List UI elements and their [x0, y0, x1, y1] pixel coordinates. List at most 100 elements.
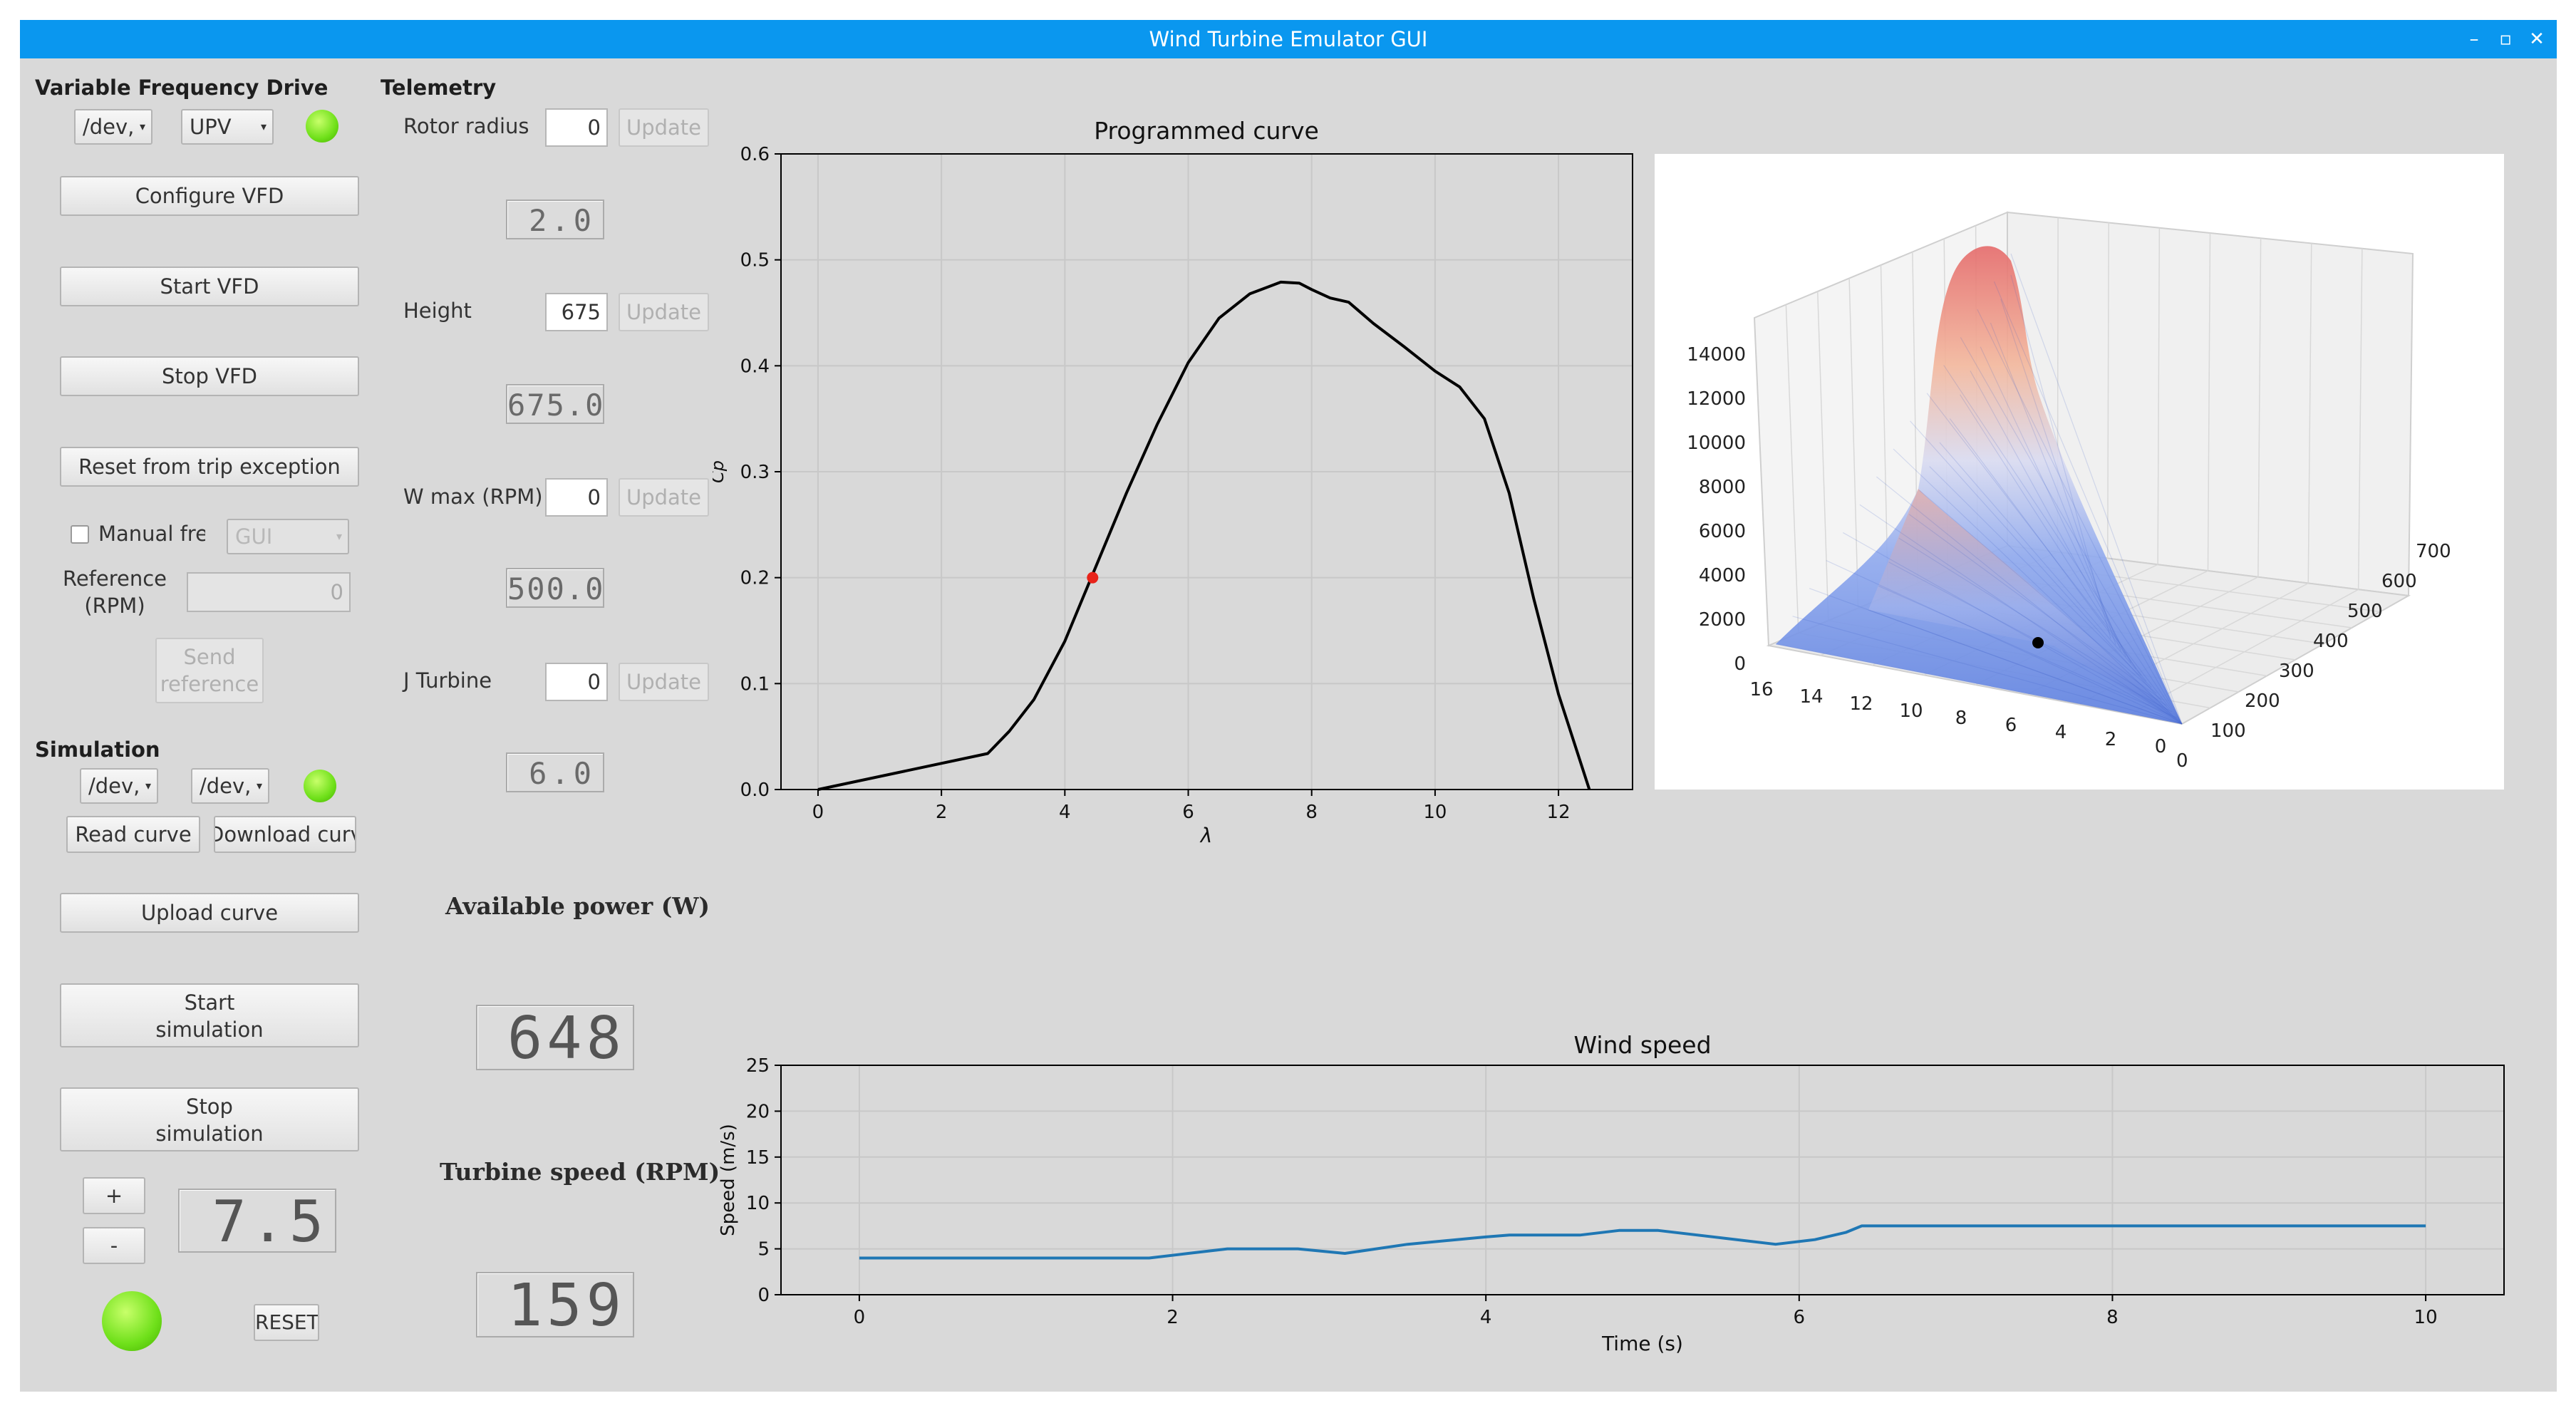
manual-source-select[interactable]: GUI ▾: [227, 519, 349, 554]
sim-status-led: [304, 770, 336, 802]
surface-mesh-line: [1876, 476, 2183, 725]
surface-x-tick-label: 12: [1849, 693, 1873, 715]
vfd-port-value: /dev,: [83, 115, 135, 139]
surface-z-tick-label: 14000: [1687, 344, 1746, 366]
chevron-down-icon: ▾: [256, 779, 262, 792]
rotor-radius-display: 2.0: [506, 200, 604, 239]
surface-mesh-line: [1809, 588, 2183, 725]
sim-port-b-select[interactable]: /dev, ▾: [191, 768, 269, 804]
turbine-speed-display: 159: [476, 1272, 634, 1339]
surface-pane-gridline: [2107, 222, 2109, 559]
vfd-port-select[interactable]: /dev, ▾: [74, 109, 152, 145]
wind-speed-chart: 0 2 4 6 8 10 0 5 10 15 20 25 Wind speed Time (s) Sp…: [718, 1031, 2505, 1355]
start-vfd-button[interactable]: Start VFD: [60, 266, 359, 306]
programmed-curve-xtick-label: 2: [936, 802, 948, 823]
programmed-curve-series: [817, 280, 1591, 791]
close-icon[interactable]: ✕: [2529, 29, 2545, 50]
wind-speed-xtick-label: 8: [2106, 1307, 2119, 1328]
surface-pane-gridline: [1817, 291, 1829, 621]
download-curve-button[interactable]: Download curve: [214, 816, 356, 853]
reset-trip-button[interactable]: Reset from trip exception: [60, 447, 359, 487]
reset-button[interactable]: RESET: [254, 1304, 319, 1341]
upload-curve-button[interactable]: Upload curve: [60, 893, 359, 933]
surface-mesh-line: [1919, 490, 2157, 694]
stop-simulation-button[interactable]: Stop simulation: [60, 1087, 359, 1152]
configure-vfd-button[interactable]: Configure VFD: [60, 176, 359, 216]
window-title: Wind Turbine Emulator GUI: [1149, 27, 1428, 51]
surface-x-tick-label: 16: [1749, 679, 1773, 700]
surface-mesh-shade: [1868, 489, 2182, 724]
height-input[interactable]: 675: [545, 293, 608, 331]
surface-operating-point: [2032, 637, 2044, 648]
surface-pane-gridline: [2130, 589, 2359, 715]
surface-y-tick-label: 500: [2347, 601, 2383, 622]
wind-speed-ytick-label: 20: [746, 1101, 770, 1122]
height-update-button[interactable]: Update: [619, 293, 709, 331]
surface-pane-gridline: [2257, 238, 2262, 577]
sim-port-a-value: /dev,: [88, 774, 140, 798]
w-max-update-button[interactable]: Update: [619, 478, 709, 517]
wind-speed-xlabel: Time (s): [1601, 1332, 1683, 1355]
programmed-curve-ylabel: Cp: [713, 460, 728, 483]
vfd-protocol-select[interactable]: UPV ▾: [181, 109, 274, 145]
rotor-radius-input[interactable]: 0: [545, 108, 608, 147]
sim-port-a-select[interactable]: /dev, ▾: [80, 768, 158, 804]
surface-mesh-line: [1826, 560, 2183, 725]
surface-mesh-line: [1990, 322, 2121, 651]
wind-speed-ytick-label: 15: [746, 1147, 770, 1169]
surface-mesh-line: [1977, 309, 2183, 725]
reference-input[interactable]: 0: [187, 572, 351, 612]
programmed-curve-ytick-label: 0.6: [740, 144, 770, 165]
programmed-curve-ticks: 0 2 4 6 8 10 12 0.0 0.1 0.2 0.3 0.4 0.5 0.6: [740, 144, 1571, 823]
surface-pane-gridline: [2357, 248, 2363, 590]
programmed-curve-xtick-label: 0: [812, 802, 824, 823]
read-curve-button[interactable]: Read curve: [66, 816, 200, 853]
maximize-icon[interactable]: ▫: [2499, 29, 2512, 50]
surface-x-tick-label: 10: [1899, 700, 1923, 722]
surface-mesh-line: [1970, 370, 2132, 663]
send-reference-button[interactable]: Send reference: [155, 638, 264, 703]
w-max-input[interactable]: 0: [545, 478, 608, 517]
surface-pane-gridline: [1848, 278, 1859, 609]
surface-mesh-line: [1893, 448, 2183, 725]
available-power-title: Available power (W): [445, 892, 710, 920]
wind-speed-series-line: [859, 1224, 2426, 1260]
programmed-curve-xtick-label: 12: [1547, 802, 1571, 823]
wind-speed-ylabel: Speed (m/s): [718, 1124, 739, 1236]
title-bar: Wind Turbine Emulator GUI – ▫ ✕: [20, 20, 2557, 58]
surface-y-tick-label: 700: [2416, 541, 2451, 562]
surface-y-tick-label: 0: [2176, 750, 2188, 772]
surface-mesh-line: [1792, 616, 2183, 725]
surface-y-tick-label: 100: [2210, 720, 2246, 742]
rotor-radius-label: Rotor radius: [403, 114, 529, 138]
j-turbine-update-button[interactable]: Update: [619, 663, 709, 701]
surface-mesh-line: [1908, 514, 2162, 700]
programmed-curve-series-line: [817, 280, 1591, 791]
j-turbine-input[interactable]: 0: [545, 663, 608, 701]
surface-mesh-line: [1960, 394, 2137, 670]
surface-x-tick-label: 4: [2055, 722, 2067, 743]
j-turbine-label: J Turbine: [403, 668, 492, 693]
j-turbine-display: 6.0: [506, 752, 604, 792]
surface-z-tick-label: 8000: [1699, 477, 1746, 498]
vfd-status-led: [306, 110, 338, 143]
programmed-curve-title: Programmed curve: [1094, 117, 1319, 145]
start-simulation-button[interactable]: Start simulation: [60, 983, 359, 1047]
programmed-curve-ytick-label: 0.4: [740, 356, 770, 377]
stop-vfd-button[interactable]: Stop VFD: [60, 356, 359, 396]
surface-y-tick-label: 300: [2279, 661, 2314, 682]
surface-y-tick-label: 400: [2313, 631, 2349, 652]
increase-wind-button[interactable]: +: [83, 1177, 145, 1214]
rotor-radius-update-button[interactable]: Update: [619, 108, 709, 147]
surface-mesh-lines: [1775, 253, 2183, 725]
chevron-down-icon: ▾: [336, 529, 342, 543]
minimize-icon[interactable]: –: [2469, 29, 2479, 50]
manual-freq-checkbox[interactable]: [71, 525, 89, 544]
surface-mesh-line: [1842, 532, 2183, 725]
decrease-wind-button[interactable]: -: [83, 1227, 145, 1264]
surface-x-tick-label: 14: [1799, 686, 1823, 708]
surface-mesh-line: [1859, 504, 2183, 725]
surface-mesh-line: [1898, 537, 2167, 706]
sim-port-b-value: /dev,: [200, 774, 252, 798]
